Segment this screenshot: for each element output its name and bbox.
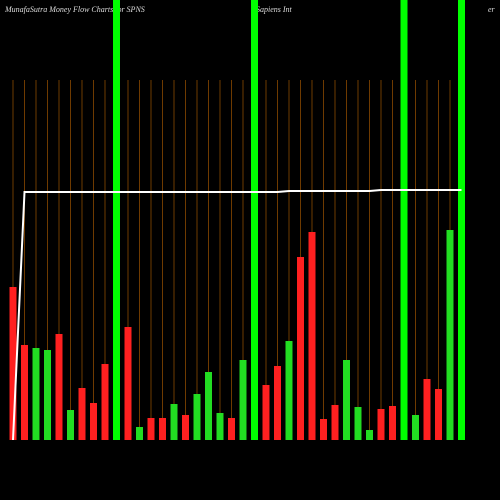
bar (205, 372, 212, 440)
bar (101, 364, 109, 440)
bar (216, 413, 224, 440)
bar (9, 287, 17, 440)
highlight-band (251, 0, 258, 440)
highlight-band (458, 0, 465, 440)
bar (124, 327, 132, 440)
bar (90, 403, 97, 440)
bar (389, 406, 396, 440)
bar (343, 360, 350, 440)
bar (21, 345, 28, 440)
bar (170, 404, 178, 440)
bar (67, 410, 74, 440)
bar (159, 418, 166, 440)
bar (147, 418, 155, 440)
bar (354, 407, 362, 440)
bar (331, 405, 339, 440)
highlight-band (113, 0, 120, 440)
bar (366, 430, 373, 440)
bar (44, 350, 51, 440)
bar (446, 230, 454, 440)
bar (435, 389, 442, 440)
bar (262, 385, 270, 440)
bar (412, 415, 419, 440)
bar (308, 232, 316, 440)
bar (274, 366, 281, 440)
bar (182, 415, 189, 440)
highlight-band (400, 0, 408, 440)
bar (297, 257, 304, 440)
bar (239, 360, 247, 440)
bar (78, 388, 86, 440)
bar (320, 419, 327, 440)
chart-subtitle: Sapiens Int (256, 5, 293, 14)
line (12, 189, 462, 441)
bar (136, 427, 143, 440)
bar (32, 348, 40, 440)
bar (228, 418, 235, 440)
chart-title: MunafaSutra Money Flow Charts for SPNS (4, 5, 145, 14)
bar (377, 409, 385, 440)
bar (285, 341, 293, 440)
bar (193, 394, 201, 440)
chart-title-right: er (488, 5, 496, 14)
bar (423, 379, 431, 440)
bar (55, 334, 63, 440)
